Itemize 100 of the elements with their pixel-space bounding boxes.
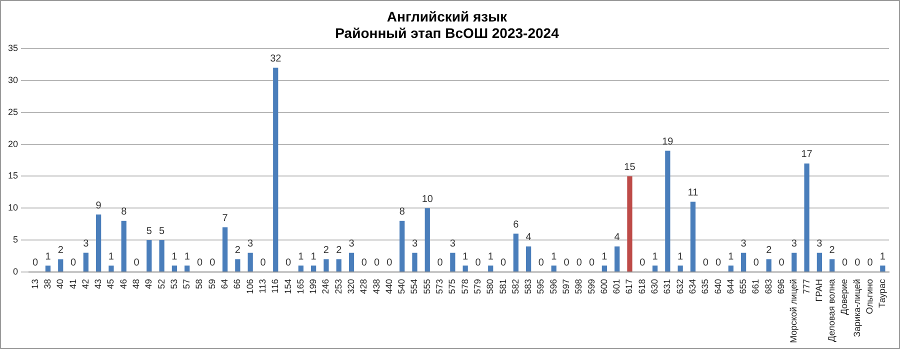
bar xyxy=(728,266,734,272)
bar xyxy=(248,252,253,272)
data-label: 32 xyxy=(270,53,282,64)
data-label: 0 xyxy=(778,258,785,269)
bar xyxy=(652,266,658,272)
bar xyxy=(58,259,64,272)
x-tick-label: 49 xyxy=(144,278,154,289)
x-tick-label: 634 xyxy=(687,278,698,294)
x-tick-label: 635 xyxy=(700,278,710,294)
bar xyxy=(121,220,126,272)
data-label: 0 xyxy=(589,258,596,269)
y-tick-label: 35 xyxy=(8,43,18,54)
data-label: 1 xyxy=(108,251,114,262)
x-tick-label: 575 xyxy=(447,278,458,294)
bar xyxy=(488,266,494,272)
y-tick-label: 15 xyxy=(8,170,18,181)
data-label: 1 xyxy=(184,251,190,262)
bar xyxy=(311,266,316,272)
x-tick-label: 580 xyxy=(485,278,496,294)
data-label: 0 xyxy=(576,258,582,269)
x-tick-label: 601 xyxy=(612,278,622,294)
chart-subtitle: Районный этап ВсОШ 2023-2024 xyxy=(335,25,560,42)
x-tick-label: 438 xyxy=(371,278,382,294)
x-tick-label: 64 xyxy=(220,278,230,289)
bar xyxy=(766,259,772,272)
y-tick-label: 0 xyxy=(12,266,18,276)
bar xyxy=(551,266,556,272)
y-tick-label: 25 xyxy=(8,106,18,117)
data-label: 0 xyxy=(260,258,266,269)
data-label: 4 xyxy=(526,232,532,244)
data-label: 0 xyxy=(475,258,482,269)
bar xyxy=(690,202,696,272)
x-tick-label: 43 xyxy=(93,278,104,289)
data-label: 2 xyxy=(336,244,342,256)
data-label: 1 xyxy=(298,251,304,262)
bar xyxy=(526,246,532,272)
x-tick-label: 596 xyxy=(548,278,558,294)
data-label: 8 xyxy=(399,206,406,218)
bar xyxy=(172,266,178,272)
x-tick-label: 42 xyxy=(80,278,90,289)
x-tick-label: 320 xyxy=(346,278,356,294)
x-tick-label: 116 xyxy=(270,278,280,294)
x-tick-label: Доверие xyxy=(839,278,850,315)
data-label: 0 xyxy=(361,258,368,269)
x-tick-label: 246 xyxy=(320,278,331,294)
bar xyxy=(816,252,822,272)
data-label: 7 xyxy=(222,213,228,224)
x-tick-label: 597 xyxy=(560,278,571,294)
x-tick-label: 41 xyxy=(68,278,78,289)
data-label: 0 xyxy=(640,258,646,269)
data-label: 1 xyxy=(488,251,494,262)
x-tick-label: 582 xyxy=(510,278,520,294)
x-tick-label: 696 xyxy=(776,278,786,294)
data-label: 1 xyxy=(310,251,317,262)
bar xyxy=(298,266,304,272)
bar xyxy=(348,252,354,272)
data-label: 11 xyxy=(688,188,699,199)
x-tick-label: 199 xyxy=(308,278,318,294)
x-tick-label: 253 xyxy=(333,278,344,294)
bar xyxy=(450,252,456,272)
x-tick-label: 579 xyxy=(472,278,482,294)
bar xyxy=(792,252,797,272)
bar xyxy=(83,252,88,272)
bar xyxy=(96,214,102,272)
x-tick-label: 554 xyxy=(409,278,420,294)
data-label: 4 xyxy=(614,232,620,244)
bar xyxy=(830,259,835,272)
data-label: 8 xyxy=(121,206,128,218)
x-tick-label: 600 xyxy=(598,278,609,294)
x-tick-label: 53 xyxy=(168,278,179,289)
x-tick-label: 428 xyxy=(358,278,369,294)
x-tick-label: 640 xyxy=(712,278,723,294)
bar xyxy=(324,259,329,272)
data-label: 1 xyxy=(678,251,684,262)
y-tick-label: 20 xyxy=(8,138,18,149)
data-label: 0 xyxy=(715,258,722,269)
data-label: 1 xyxy=(172,251,178,262)
data-label: 1 xyxy=(45,251,52,262)
x-tick-label: Морской лицей xyxy=(788,278,799,343)
x-tick-label: 165 xyxy=(295,278,306,294)
bar xyxy=(235,259,240,272)
data-label: 2 xyxy=(234,244,241,256)
data-label: 0 xyxy=(500,258,506,269)
x-tick-label: ГРАН xyxy=(814,278,824,302)
data-label: 2 xyxy=(323,244,330,256)
bar xyxy=(804,163,810,272)
data-label: 1 xyxy=(602,251,608,262)
data-label: 19 xyxy=(662,136,674,148)
data-label: 5 xyxy=(146,226,152,237)
x-tick-label: 66 xyxy=(232,278,242,289)
data-label: 3 xyxy=(791,238,798,250)
bar xyxy=(336,259,342,272)
data-label: 2 xyxy=(766,244,772,256)
x-tick-label: 106 xyxy=(244,278,255,294)
data-label: 15 xyxy=(624,162,636,173)
data-label: 0 xyxy=(538,258,544,269)
x-tick-label: 59 xyxy=(206,278,217,289)
x-tick-label: 45 xyxy=(106,278,116,289)
x-tick-label: 599 xyxy=(586,278,596,294)
bar xyxy=(602,266,608,272)
